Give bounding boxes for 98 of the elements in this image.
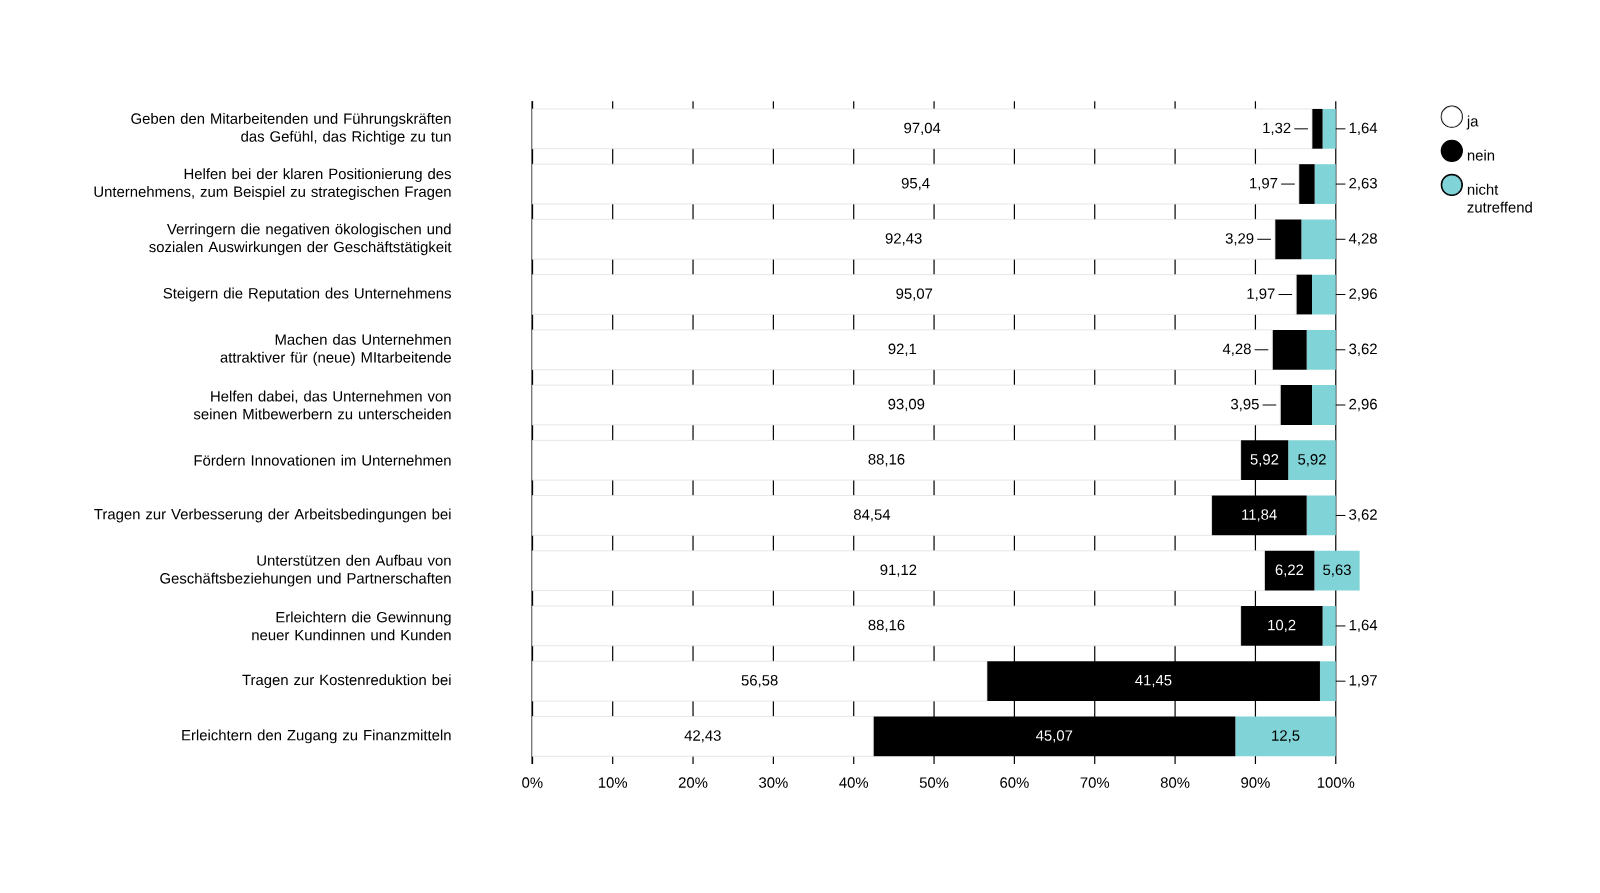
bar	[531, 605, 1242, 647]
x-tick-label: 90%	[1241, 777, 1270, 788]
data-label: 95,4	[901, 177, 930, 191]
x-tick-label: 40%	[839, 777, 869, 788]
data-label: 6,22	[1275, 564, 1304, 577]
bar	[531, 495, 1212, 536]
bar	[1301, 219, 1336, 260]
y-tick-label: Machen das Unternehmen attraktiver für (neue) MItarbeitende	[220, 333, 451, 366]
y-tick-label: Steigern die Reputation des Unternehmens	[163, 287, 451, 302]
data-label: 91,12	[880, 564, 917, 577]
bar	[1280, 385, 1312, 425]
y-tick-label: Verringern die negativen ökologischen und sozialen Auswirkungen der Geschäftstätigkeit	[149, 223, 452, 256]
data-label: 2,96	[1349, 288, 1377, 301]
data-label: 84,54	[853, 509, 891, 522]
data-label: 3,62	[1349, 343, 1377, 356]
data-label: 1,97	[1250, 177, 1278, 191]
x-tick-label: 10%	[598, 777, 628, 788]
bar	[1298, 164, 1315, 204]
data-label: 1,32	[1263, 122, 1291, 135]
data-label: 5,63	[1323, 564, 1351, 577]
bar	[1296, 274, 1312, 315]
bar	[1288, 440, 1336, 481]
bar	[531, 716, 874, 757]
x-tick-label: 70%	[1080, 777, 1110, 788]
bar	[531, 219, 1276, 260]
data-label: 3,29	[1225, 233, 1254, 246]
bar	[1322, 108, 1336, 149]
x-tick-label: 0%	[522, 777, 543, 788]
data-label: 95,07	[896, 288, 933, 301]
data-label: 1,64	[1349, 122, 1378, 135]
y-tick-label: Geben den Mitarbeitenden und Führungskräften das Gefühl, das Richtige zu tun	[131, 112, 451, 145]
bar	[531, 108, 1313, 150]
bar	[1322, 606, 1336, 646]
bar	[1274, 219, 1302, 260]
x-tick-label: 20%	[678, 777, 708, 788]
bar	[1240, 606, 1323, 646]
data-label: 42,43	[684, 730, 721, 743]
data-label: 2,63	[1349, 177, 1377, 191]
bar	[986, 661, 1320, 702]
bar	[1235, 716, 1336, 757]
data-label: 11,84	[1242, 509, 1277, 522]
data-label: 12,5	[1272, 730, 1300, 743]
bar	[1306, 329, 1336, 370]
y-tick-label: Erleichtern den Zugang zu Finanzmitteln	[182, 729, 451, 744]
bar	[1306, 495, 1336, 536]
x-tick-label: 50%	[919, 777, 949, 788]
bar	[1314, 164, 1336, 204]
bar	[873, 716, 1236, 757]
y-tick-label: Erleichtern die Gewinnung neuer Kundinnen und Kunden	[252, 611, 451, 641]
x-tick-label: 100%	[1317, 777, 1355, 788]
bar	[531, 274, 1297, 315]
data-label: 56,58	[741, 675, 778, 688]
bar	[531, 329, 1273, 371]
data-label: 93,09	[888, 398, 925, 412]
data-label: 4,28	[1348, 233, 1377, 246]
x-tick-label: 60%	[1000, 777, 1029, 788]
legend-label: ja	[1466, 115, 1479, 130]
bar	[1311, 385, 1336, 425]
data-label: 88,16	[868, 454, 905, 467]
y-tick-label: Helfen bei der klaren Positionierung des Unternehmens, zum Beispiel zu strategischen Fragen	[94, 168, 451, 200]
bar	[1272, 329, 1307, 370]
bar	[531, 439, 1242, 481]
y-tick-label: Helfen dabei, das Unternehmen von seinen Mitbewerbern zu unterscheiden	[193, 390, 451, 420]
bar	[531, 660, 988, 702]
data-label: 5,92	[1298, 454, 1326, 467]
data-label: 3,62	[1349, 509, 1377, 522]
bar	[531, 384, 1281, 426]
data-label: 1,64	[1349, 619, 1378, 633]
data-label: 1,97	[1247, 288, 1275, 301]
data-label: 92,43	[885, 233, 922, 246]
bar	[1314, 550, 1360, 591]
bar	[1311, 274, 1336, 315]
data-label: 88,16	[868, 619, 905, 633]
bar	[531, 550, 1265, 591]
y-tick-label: Fördern Innovationen im Unternehmen	[194, 454, 451, 466]
x-tick-label: 80%	[1160, 777, 1190, 788]
data-label: 4,28	[1222, 343, 1251, 356]
x-tick-label: 30%	[759, 777, 788, 788]
data-label: 1,97	[1349, 675, 1377, 688]
data-label: 92,1	[888, 343, 917, 356]
legend-label: nicht zutreffend	[1467, 183, 1532, 213]
bar	[1211, 495, 1307, 536]
data-label: 41,45	[1135, 675, 1172, 688]
legend-label: nein	[1467, 149, 1495, 161]
data-label: 5,92	[1250, 454, 1279, 467]
bar	[1311, 108, 1323, 149]
bar	[1264, 550, 1315, 591]
data-label: 97,04	[904, 122, 941, 135]
y-tick-label: Tragen zur Kostenreduktion bei	[242, 674, 451, 689]
data-label: 3,95	[1230, 398, 1259, 412]
data-label: 2,96	[1349, 398, 1377, 412]
data-label: 45,07	[1036, 730, 1073, 743]
bar	[1319, 661, 1336, 702]
y-tick-label: Unterstützen den Aufbau von Geschäftsbeziehungen und Partnerschaften	[160, 554, 451, 587]
y-tick-label: Tragen zur Verbesserung der Arbeitsbedingungen bei	[94, 508, 451, 523]
bar	[1240, 440, 1289, 481]
data-label: 10,2	[1268, 619, 1296, 633]
bar	[531, 163, 1300, 205]
